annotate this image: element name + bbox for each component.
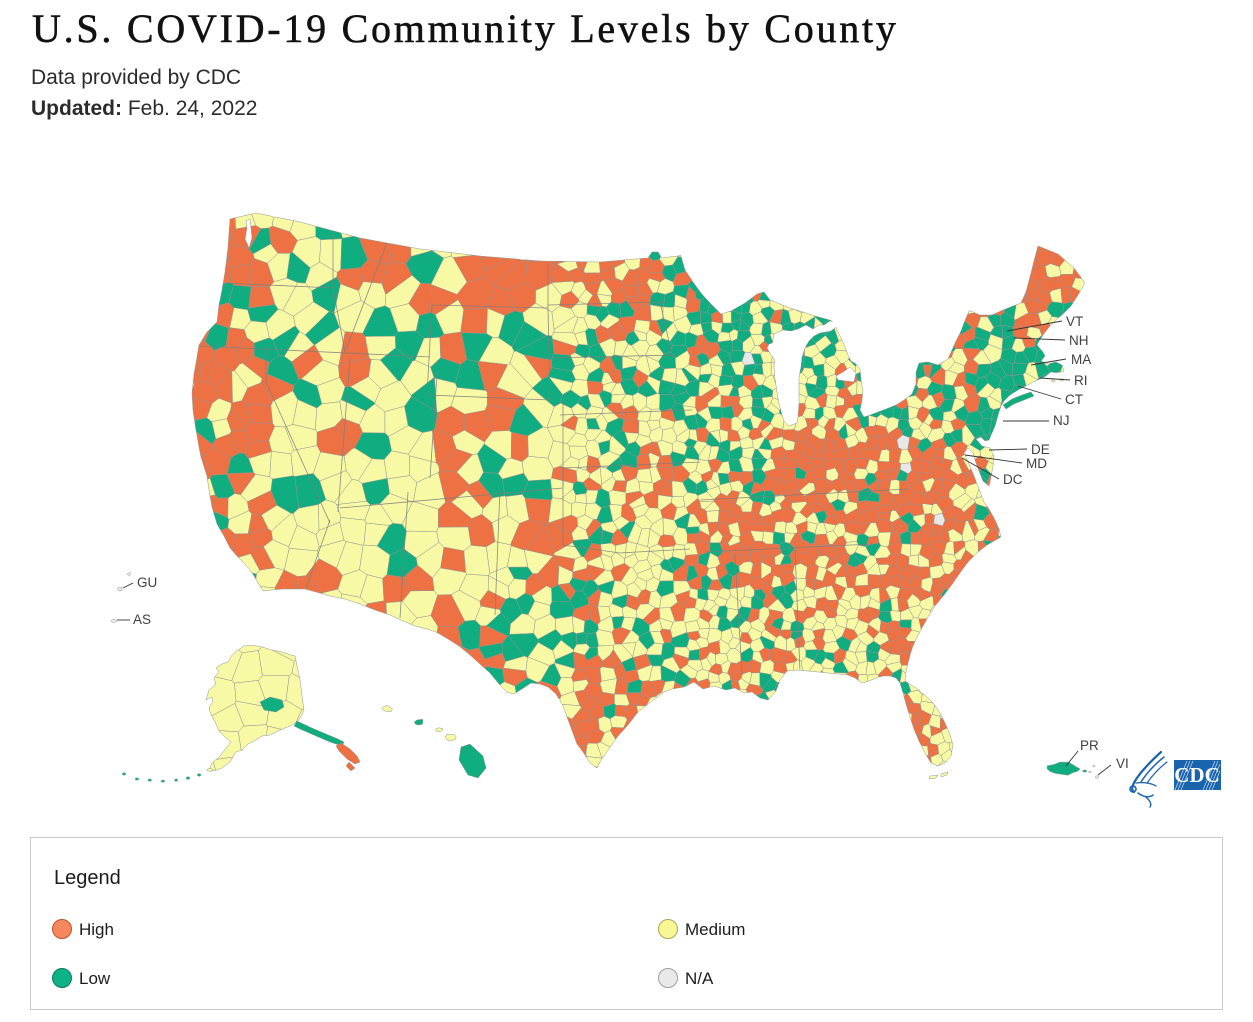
svg-text:NJ: NJ [1053,413,1070,428]
svg-text:MD: MD [1026,456,1047,471]
svg-text:CDC: CDC [1174,763,1220,787]
svg-text:VI: VI [1116,756,1129,771]
svg-text:AS: AS [133,612,151,627]
svg-text:DE: DE [1031,442,1050,457]
svg-text:NH: NH [1069,333,1089,348]
svg-text:CT: CT [1065,392,1083,407]
svg-text:PR: PR [1080,738,1099,753]
svg-text:DC: DC [1003,472,1023,487]
svg-text:GU: GU [137,575,157,590]
svg-text:VT: VT [1066,314,1083,329]
svg-text:MA: MA [1071,352,1091,367]
svg-text:RI: RI [1074,373,1088,388]
